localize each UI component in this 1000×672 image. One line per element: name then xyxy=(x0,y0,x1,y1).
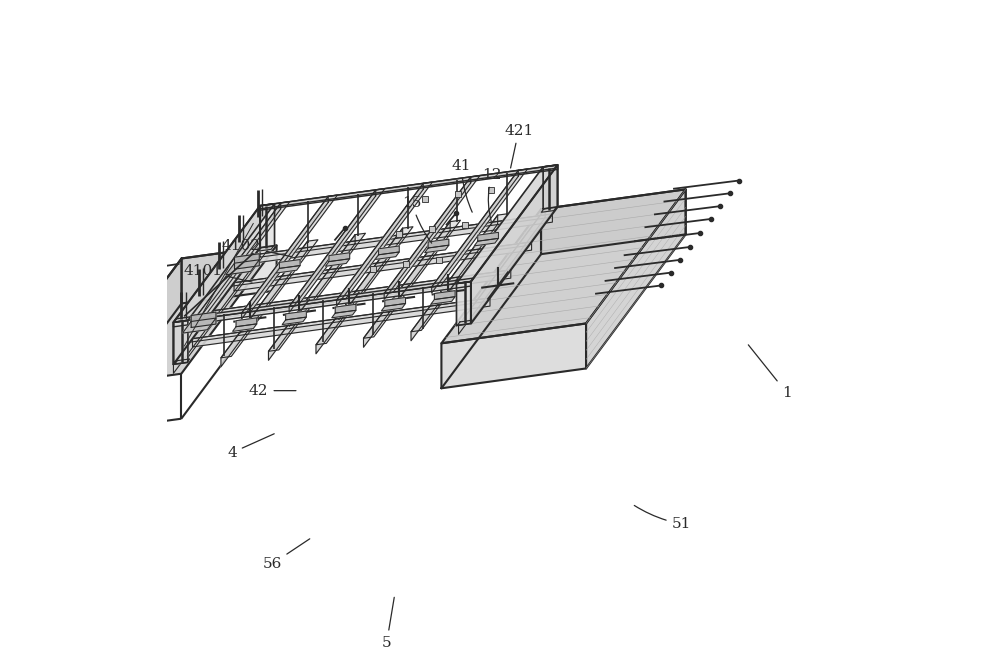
Polygon shape xyxy=(194,203,281,325)
Polygon shape xyxy=(364,222,450,347)
Polygon shape xyxy=(335,304,356,313)
Polygon shape xyxy=(252,214,552,258)
Polygon shape xyxy=(471,165,558,323)
Polygon shape xyxy=(316,226,413,345)
Polygon shape xyxy=(411,215,498,341)
Polygon shape xyxy=(233,324,257,331)
Polygon shape xyxy=(213,270,511,319)
Polygon shape xyxy=(255,214,552,263)
Polygon shape xyxy=(242,195,337,313)
Polygon shape xyxy=(434,291,455,300)
Text: 4102: 4102 xyxy=(222,239,292,257)
Polygon shape xyxy=(543,165,558,209)
Text: 42: 42 xyxy=(249,384,296,398)
Polygon shape xyxy=(260,165,558,210)
Polygon shape xyxy=(242,196,328,319)
Polygon shape xyxy=(379,246,399,255)
Polygon shape xyxy=(586,190,686,368)
Polygon shape xyxy=(337,183,423,306)
Polygon shape xyxy=(375,252,399,259)
Text: 1: 1 xyxy=(748,345,791,400)
Polygon shape xyxy=(385,298,405,306)
Polygon shape xyxy=(183,318,216,333)
Polygon shape xyxy=(459,207,556,325)
Polygon shape xyxy=(478,233,498,241)
Text: 56: 56 xyxy=(262,539,310,571)
Polygon shape xyxy=(257,165,558,209)
Polygon shape xyxy=(456,165,558,284)
Polygon shape xyxy=(457,321,472,325)
Polygon shape xyxy=(428,239,449,248)
Polygon shape xyxy=(541,207,556,212)
Polygon shape xyxy=(474,239,498,246)
Text: 4101: 4101 xyxy=(184,263,252,282)
Polygon shape xyxy=(459,208,545,334)
Polygon shape xyxy=(286,311,306,320)
Polygon shape xyxy=(279,259,300,268)
Polygon shape xyxy=(236,318,257,327)
Polygon shape xyxy=(276,265,300,273)
Polygon shape xyxy=(190,298,490,342)
Polygon shape xyxy=(432,169,527,287)
Polygon shape xyxy=(332,310,356,318)
Polygon shape xyxy=(456,282,471,325)
Polygon shape xyxy=(441,190,686,343)
Polygon shape xyxy=(329,253,350,261)
Polygon shape xyxy=(289,189,385,306)
Polygon shape xyxy=(226,260,259,275)
Polygon shape xyxy=(384,175,480,294)
Polygon shape xyxy=(173,248,260,374)
Polygon shape xyxy=(173,206,260,364)
Text: 421: 421 xyxy=(504,124,533,168)
Polygon shape xyxy=(282,317,306,325)
Polygon shape xyxy=(381,304,405,311)
Polygon shape xyxy=(337,182,432,300)
Text: 12: 12 xyxy=(482,168,502,221)
Polygon shape xyxy=(268,235,355,360)
Polygon shape xyxy=(182,245,277,304)
Polygon shape xyxy=(173,204,275,323)
Polygon shape xyxy=(86,245,277,387)
Polygon shape xyxy=(441,323,586,388)
Polygon shape xyxy=(221,240,318,358)
Polygon shape xyxy=(173,246,270,364)
Text: 15: 15 xyxy=(402,196,432,243)
Polygon shape xyxy=(86,259,182,431)
Polygon shape xyxy=(541,190,686,254)
Polygon shape xyxy=(289,190,376,312)
Polygon shape xyxy=(364,220,460,338)
Text: 51: 51 xyxy=(634,505,691,531)
Polygon shape xyxy=(432,170,518,293)
Polygon shape xyxy=(193,298,490,347)
Polygon shape xyxy=(173,278,474,323)
Polygon shape xyxy=(259,246,274,251)
Polygon shape xyxy=(231,242,532,286)
Polygon shape xyxy=(191,312,216,327)
Polygon shape xyxy=(211,270,511,314)
Polygon shape xyxy=(260,204,275,248)
Polygon shape xyxy=(234,254,259,269)
Polygon shape xyxy=(425,245,449,253)
Polygon shape xyxy=(384,177,471,300)
Polygon shape xyxy=(316,228,403,353)
Text: 41: 41 xyxy=(452,159,472,212)
Polygon shape xyxy=(194,202,290,319)
Polygon shape xyxy=(268,233,365,351)
Polygon shape xyxy=(175,359,190,364)
Polygon shape xyxy=(326,259,350,266)
Text: 5: 5 xyxy=(382,597,394,650)
Polygon shape xyxy=(173,282,471,327)
Polygon shape xyxy=(411,214,508,332)
Text: 4: 4 xyxy=(227,433,274,460)
Polygon shape xyxy=(173,321,188,364)
Polygon shape xyxy=(221,241,308,367)
Polygon shape xyxy=(234,242,532,291)
Polygon shape xyxy=(431,296,455,304)
